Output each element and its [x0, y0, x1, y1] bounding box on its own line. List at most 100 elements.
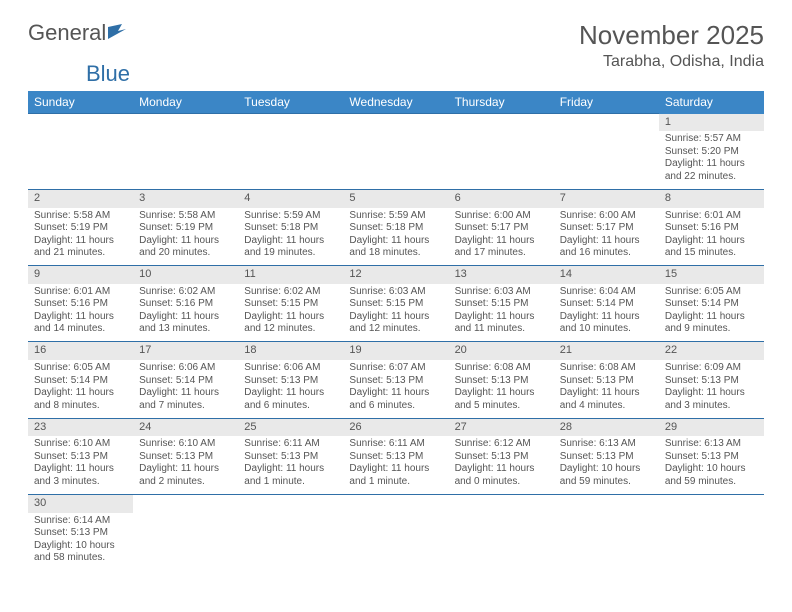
- day-number-cell: [238, 114, 343, 132]
- sunset-line: Sunset: 5:13 PM: [560, 375, 653, 388]
- daylight-line: Daylight: 11 hours and 5 minutes.: [455, 387, 548, 412]
- daylight-line: Daylight: 11 hours and 1 minute.: [349, 463, 442, 488]
- day-content-cell: Sunrise: 6:11 AMSunset: 5:13 PMDaylight:…: [238, 436, 343, 494]
- logo: General: [28, 20, 132, 46]
- daylight-line: Daylight: 11 hours and 19 minutes.: [244, 235, 337, 260]
- daylight-line: Daylight: 11 hours and 10 minutes.: [560, 311, 653, 336]
- daylight-line: Daylight: 11 hours and 18 minutes.: [349, 235, 442, 260]
- daynum-row: 9101112131415: [28, 266, 764, 284]
- day-content-cell: Sunrise: 6:05 AMSunset: 5:14 PMDaylight:…: [659, 284, 764, 342]
- daylight-line: Daylight: 11 hours and 3 minutes.: [34, 463, 127, 488]
- day-content-cell: [343, 513, 448, 571]
- day-content-cell: Sunrise: 5:59 AMSunset: 5:18 PMDaylight:…: [343, 208, 448, 266]
- sunset-line: Sunset: 5:14 PM: [34, 375, 127, 388]
- sunset-line: Sunset: 5:13 PM: [34, 451, 127, 464]
- day-content-cell: Sunrise: 6:06 AMSunset: 5:14 PMDaylight:…: [133, 360, 238, 418]
- day-number-cell: 1: [659, 114, 764, 132]
- daylight-line: Daylight: 10 hours and 59 minutes.: [560, 463, 653, 488]
- day-number-cell: 14: [554, 266, 659, 284]
- sunset-line: Sunset: 5:13 PM: [34, 527, 127, 540]
- sunset-line: Sunset: 5:13 PM: [665, 375, 758, 388]
- day-content-cell: Sunrise: 6:12 AMSunset: 5:13 PMDaylight:…: [449, 436, 554, 494]
- daylight-line: Daylight: 11 hours and 14 minutes.: [34, 311, 127, 336]
- day-number-cell: 12: [343, 266, 448, 284]
- content-row: Sunrise: 6:10 AMSunset: 5:13 PMDaylight:…: [28, 436, 764, 494]
- sunrise-line: Sunrise: 5:59 AM: [349, 210, 442, 223]
- sunrise-line: Sunrise: 6:00 AM: [455, 210, 548, 223]
- day-content-cell: Sunrise: 6:08 AMSunset: 5:13 PMDaylight:…: [554, 360, 659, 418]
- month-title: November 2025: [579, 20, 764, 51]
- daylight-line: Daylight: 11 hours and 1 minute.: [244, 463, 337, 488]
- sunrise-line: Sunrise: 6:03 AM: [349, 286, 442, 299]
- sunrise-line: Sunrise: 6:03 AM: [455, 286, 548, 299]
- weekday-header: Friday: [554, 91, 659, 114]
- day-content-cell: Sunrise: 6:03 AMSunset: 5:15 PMDaylight:…: [449, 284, 554, 342]
- sunset-line: Sunset: 5:13 PM: [244, 375, 337, 388]
- weekday-header: Monday: [133, 91, 238, 114]
- day-content-cell: Sunrise: 6:14 AMSunset: 5:13 PMDaylight:…: [28, 513, 133, 571]
- day-number-cell: 2: [28, 189, 133, 207]
- sunrise-line: Sunrise: 6:01 AM: [34, 286, 127, 299]
- sunrise-line: Sunrise: 6:04 AM: [560, 286, 653, 299]
- day-content-cell: [449, 513, 554, 571]
- sunset-line: Sunset: 5:13 PM: [455, 375, 548, 388]
- day-content-cell: [449, 131, 554, 189]
- day-content-cell: Sunrise: 6:09 AMSunset: 5:13 PMDaylight:…: [659, 360, 764, 418]
- sunset-line: Sunset: 5:13 PM: [455, 451, 548, 464]
- day-content-cell: Sunrise: 6:05 AMSunset: 5:14 PMDaylight:…: [28, 360, 133, 418]
- day-content-cell: Sunrise: 5:58 AMSunset: 5:19 PMDaylight:…: [133, 208, 238, 266]
- sunset-line: Sunset: 5:13 PM: [349, 375, 442, 388]
- day-content-cell: [133, 513, 238, 571]
- sunrise-line: Sunrise: 6:02 AM: [244, 286, 337, 299]
- day-content-cell: Sunrise: 6:13 AMSunset: 5:13 PMDaylight:…: [659, 436, 764, 494]
- daylight-line: Daylight: 11 hours and 15 minutes.: [665, 235, 758, 260]
- daylight-line: Daylight: 11 hours and 22 minutes.: [665, 158, 758, 183]
- day-number-cell: 7: [554, 189, 659, 207]
- daynum-row: 30: [28, 494, 764, 512]
- sunrise-line: Sunrise: 6:10 AM: [139, 438, 232, 451]
- daylight-line: Daylight: 11 hours and 16 minutes.: [560, 235, 653, 260]
- day-content-cell: Sunrise: 6:01 AMSunset: 5:16 PMDaylight:…: [28, 284, 133, 342]
- day-content-cell: [343, 131, 448, 189]
- day-number-cell: [133, 494, 238, 512]
- sunset-line: Sunset: 5:16 PM: [34, 298, 127, 311]
- daynum-row: 16171819202122: [28, 342, 764, 360]
- sunrise-line: Sunrise: 6:13 AM: [665, 438, 758, 451]
- logo-text-general: General: [28, 20, 106, 46]
- day-number-cell: 28: [554, 418, 659, 436]
- sunrise-line: Sunrise: 5:58 AM: [34, 210, 127, 223]
- sunrise-line: Sunrise: 6:01 AM: [665, 210, 758, 223]
- sunset-line: Sunset: 5:16 PM: [139, 298, 232, 311]
- day-number-cell: 18: [238, 342, 343, 360]
- sunrise-line: Sunrise: 6:08 AM: [560, 362, 653, 375]
- day-content-cell: Sunrise: 6:13 AMSunset: 5:13 PMDaylight:…: [554, 436, 659, 494]
- content-row: Sunrise: 6:14 AMSunset: 5:13 PMDaylight:…: [28, 513, 764, 571]
- sunset-line: Sunset: 5:20 PM: [665, 146, 758, 159]
- day-number-cell: [343, 494, 448, 512]
- day-content-cell: Sunrise: 6:00 AMSunset: 5:17 PMDaylight:…: [554, 208, 659, 266]
- sunrise-line: Sunrise: 6:02 AM: [139, 286, 232, 299]
- day-content-cell: [554, 131, 659, 189]
- day-number-cell: [449, 114, 554, 132]
- sunrise-line: Sunrise: 5:59 AM: [244, 210, 337, 223]
- sunset-line: Sunset: 5:18 PM: [244, 222, 337, 235]
- day-number-cell: 22: [659, 342, 764, 360]
- day-content-cell: Sunrise: 6:02 AMSunset: 5:16 PMDaylight:…: [133, 284, 238, 342]
- sunrise-line: Sunrise: 5:57 AM: [665, 133, 758, 146]
- sunset-line: Sunset: 5:18 PM: [349, 222, 442, 235]
- daynum-row: 2345678: [28, 189, 764, 207]
- daylight-line: Daylight: 11 hours and 11 minutes.: [455, 311, 548, 336]
- sunrise-line: Sunrise: 6:06 AM: [139, 362, 232, 375]
- day-content-cell: [238, 131, 343, 189]
- content-row: Sunrise: 5:58 AMSunset: 5:19 PMDaylight:…: [28, 208, 764, 266]
- day-number-cell: [238, 494, 343, 512]
- day-content-cell: Sunrise: 6:00 AMSunset: 5:17 PMDaylight:…: [449, 208, 554, 266]
- day-number-cell: 9: [28, 266, 133, 284]
- day-content-cell: Sunrise: 5:57 AMSunset: 5:20 PMDaylight:…: [659, 131, 764, 189]
- daylight-line: Daylight: 11 hours and 12 minutes.: [244, 311, 337, 336]
- calendar-table: Sunday Monday Tuesday Wednesday Thursday…: [28, 91, 764, 571]
- sunset-line: Sunset: 5:13 PM: [349, 451, 442, 464]
- sunrise-line: Sunrise: 6:14 AM: [34, 515, 127, 528]
- sunset-line: Sunset: 5:13 PM: [665, 451, 758, 464]
- day-content-cell: Sunrise: 5:59 AMSunset: 5:18 PMDaylight:…: [238, 208, 343, 266]
